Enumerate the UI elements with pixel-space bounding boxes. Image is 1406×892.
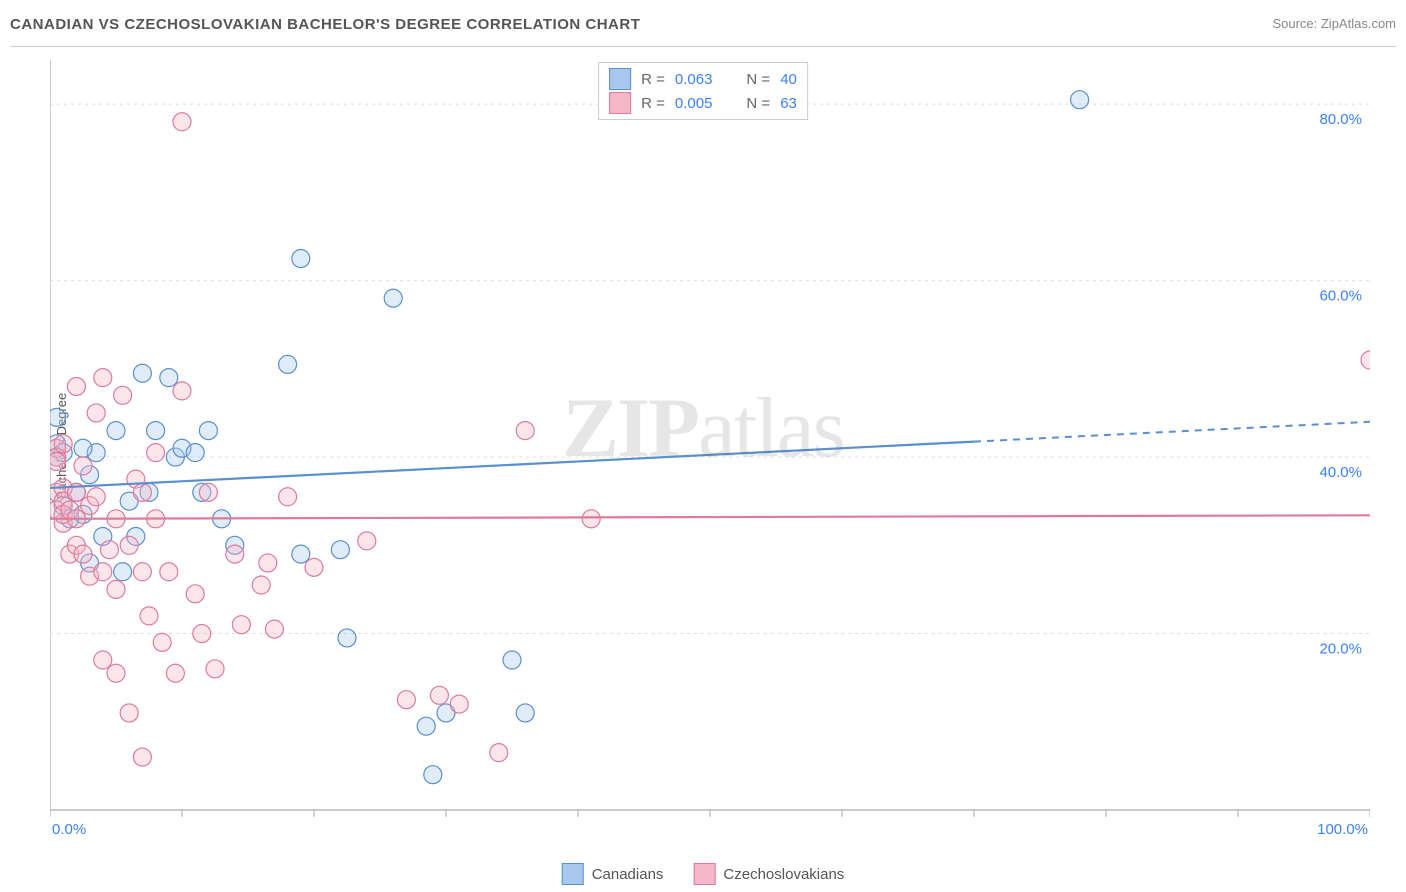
n-value: 40: [780, 71, 797, 88]
legend-bottom-item: Canadians: [562, 863, 664, 885]
scatter-chart: 20.0% 40.0% 60.0% 80.0% 0.0% 100.0%: [50, 60, 1370, 840]
chart-title: CANADIAN VS CZECHOSLOVAKIAN BACHELOR'S D…: [10, 16, 640, 33]
svg-text:60.0%: 60.0%: [1319, 288, 1362, 305]
legend-swatch: [609, 68, 631, 90]
svg-text:20.0%: 20.0%: [1319, 641, 1362, 658]
legend-swatch: [693, 863, 715, 885]
svg-text:40.0%: 40.0%: [1319, 464, 1362, 481]
r-label: R =: [641, 71, 665, 88]
n-label: N =: [746, 71, 770, 88]
chart-area: 20.0% 40.0% 60.0% 80.0% 0.0% 100.0%: [50, 60, 1370, 840]
legend-top: R = 0.063 N = 40 R = 0.005 N = 63: [598, 62, 808, 120]
n-value: 63: [780, 95, 797, 112]
legend-bottom-item: Czechoslovakians: [693, 863, 844, 885]
legend-swatch: [609, 92, 631, 114]
legend-top-row: R = 0.005 N = 63: [609, 91, 797, 115]
series-name: Czechoslovakians: [723, 866, 844, 883]
series-name: Canadians: [592, 866, 664, 883]
n-label: N =: [746, 95, 770, 112]
legend-swatch: [562, 863, 584, 885]
r-value: 0.063: [675, 71, 713, 88]
legend-bottom: Canadians Czechoslovakians: [562, 863, 845, 885]
r-value: 0.005: [675, 95, 713, 112]
svg-text:100.0%: 100.0%: [1317, 821, 1368, 838]
svg-text:80.0%: 80.0%: [1319, 111, 1362, 128]
r-label: R =: [641, 95, 665, 112]
svg-text:0.0%: 0.0%: [52, 821, 86, 838]
source-label: Source: ZipAtlas.com: [1272, 16, 1396, 31]
legend-top-row: R = 0.063 N = 40: [609, 67, 797, 91]
